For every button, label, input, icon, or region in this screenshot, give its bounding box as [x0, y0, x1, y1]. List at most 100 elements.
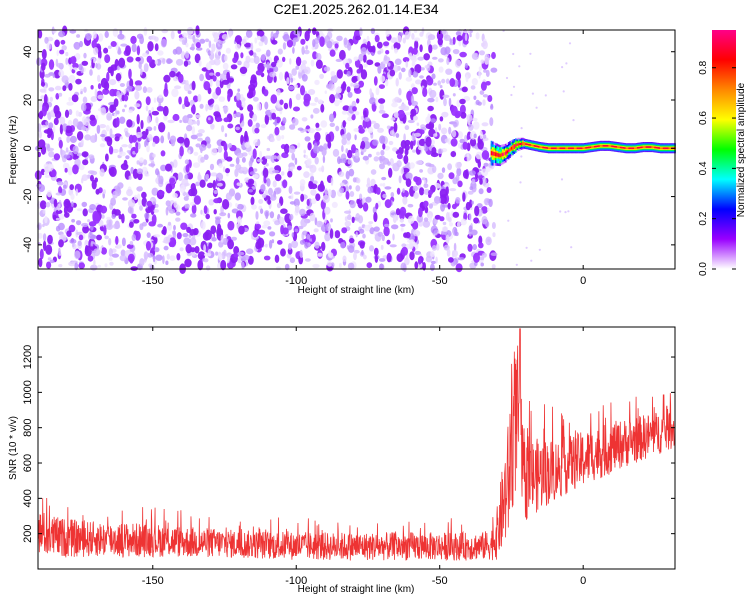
- noise-blob: [257, 35, 261, 41]
- noise-blob: [274, 174, 282, 182]
- noise-blob: [101, 214, 105, 219]
- noise-blob: [114, 136, 120, 142]
- noise-blob: [220, 259, 227, 271]
- noise-blob: [305, 155, 308, 159]
- noise-blob: [247, 119, 253, 127]
- noise-speck: [512, 85, 516, 88]
- noise-blob: [90, 96, 98, 102]
- noise-blob: [236, 203, 244, 210]
- noise-blob: [468, 213, 472, 221]
- noise-blob: [447, 202, 451, 210]
- noise-blob: [91, 39, 97, 49]
- signal-cell: [532, 144, 534, 147]
- noise-blob: [235, 203, 238, 208]
- noise-blob: [295, 56, 302, 67]
- noise-blob: [293, 198, 300, 207]
- noise-blob: [396, 187, 401, 195]
- x-tick-label: -50: [432, 275, 448, 287]
- noise-blob: [379, 163, 385, 170]
- noise-blob: [431, 245, 437, 251]
- signal-cell: [530, 144, 533, 147]
- noise-blob: [175, 58, 184, 66]
- noise-blob: [364, 224, 371, 232]
- noise-blob: [266, 178, 271, 187]
- noise-blob: [345, 62, 350, 70]
- noise-blob: [298, 72, 302, 79]
- signal-cell: [582, 147, 585, 150]
- noise-blob: [75, 53, 81, 61]
- noise-blob: [414, 63, 422, 74]
- noise-blob: [310, 198, 317, 205]
- noise-blob: [257, 229, 266, 235]
- noise-blob: [227, 77, 234, 83]
- noise-blob: [55, 217, 61, 221]
- noise-blob: [453, 242, 457, 252]
- noise-blob: [324, 232, 331, 242]
- noise-blob: [419, 169, 423, 173]
- signal-cell: [615, 146, 618, 148]
- noise-blob: [49, 43, 52, 50]
- noise-blob: [125, 155, 130, 160]
- noise-blob: [82, 159, 89, 166]
- noise-blob: [335, 58, 343, 63]
- noise-blob: [87, 123, 91, 131]
- noise-blob: [288, 85, 295, 91]
- noise-blob: [274, 118, 278, 127]
- noise-blob: [288, 243, 292, 250]
- noise-blob: [431, 73, 436, 80]
- noise-blob: [193, 151, 199, 156]
- noise-blob: [165, 200, 171, 207]
- noise-blob: [479, 90, 485, 95]
- noise-blob: [203, 244, 207, 253]
- noise-blob: [234, 35, 242, 44]
- noise-blob: [380, 244, 384, 250]
- spectrogram-noise-field: [34, 25, 575, 275]
- noise-blob: [404, 125, 410, 131]
- noise-blob: [389, 69, 396, 77]
- noise-blob: [93, 47, 99, 55]
- noise-blob: [135, 131, 143, 138]
- noise-blob: [230, 64, 238, 70]
- noise-blob: [289, 201, 296, 205]
- noise-blob: [377, 231, 383, 237]
- noise-blob: [74, 250, 81, 260]
- noise-blob: [108, 79, 117, 86]
- noise-blob: [319, 180, 324, 191]
- noise-blob: [255, 223, 262, 230]
- noise-blob: [247, 104, 254, 112]
- noise-blob: [314, 241, 320, 249]
- noise-blob: [355, 149, 360, 159]
- noise-blob: [102, 189, 106, 195]
- signal-cell: [492, 151, 494, 156]
- noise-blob: [417, 257, 422, 265]
- noise-blob: [354, 59, 361, 68]
- noise-blob: [402, 188, 405, 194]
- noise-blob: [154, 36, 159, 42]
- noise-blob: [428, 121, 435, 130]
- noise-blob: [271, 112, 277, 120]
- noise-blob: [71, 201, 74, 208]
- noise-blob: [256, 102, 262, 111]
- noise-blob: [264, 114, 269, 125]
- noise-blob: [428, 44, 433, 54]
- noise-blob: [76, 34, 81, 38]
- noise-blob: [218, 96, 225, 102]
- noise-blob: [309, 212, 316, 222]
- noise-blob: [173, 224, 176, 231]
- noise-blob: [211, 237, 217, 242]
- noise-blob: [456, 221, 461, 228]
- noise-blob: [90, 235, 97, 240]
- noise-blob: [356, 178, 361, 184]
- noise-blob: [206, 182, 214, 188]
- noise-blob: [81, 60, 89, 66]
- x-tick-label: -100: [285, 575, 307, 587]
- noise-blob: [255, 48, 262, 53]
- noise-blob: [338, 158, 343, 163]
- signal-cell: [507, 149, 510, 153]
- noise-blob: [68, 261, 76, 267]
- noise-blob: [474, 205, 480, 217]
- noise-blob: [282, 56, 286, 63]
- noise-blob: [396, 35, 402, 44]
- noise-blob: [281, 171, 285, 176]
- noise-blob: [297, 142, 301, 148]
